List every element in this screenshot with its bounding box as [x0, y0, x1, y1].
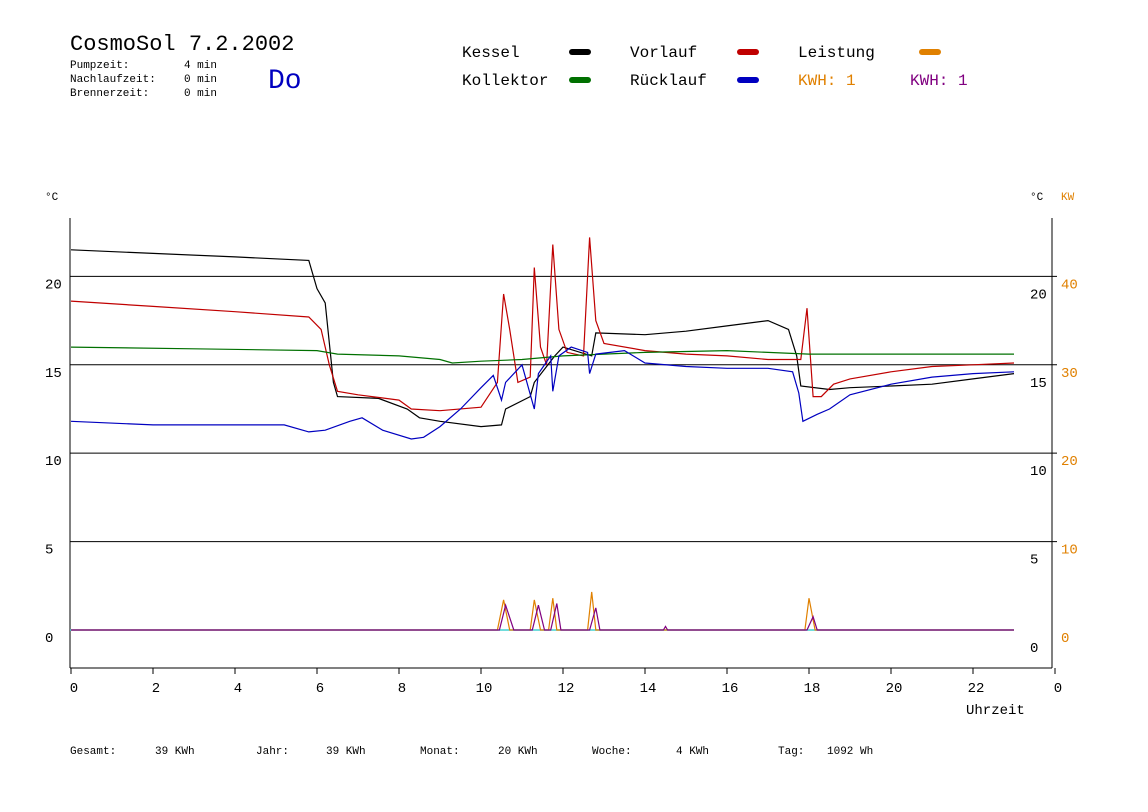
legend-label: Kessel — [462, 44, 520, 62]
series-line — [70, 346, 1014, 364]
series-line — [70, 249, 1015, 428]
footer-value: 1092 Wh — [827, 746, 873, 758]
legend-label: Vorlauf — [630, 44, 697, 62]
stat-value: 0 min — [184, 74, 217, 86]
series-line — [70, 237, 1015, 412]
legend-label: Rücklauf — [630, 72, 707, 90]
y-tick-label: 20 — [45, 277, 62, 293]
y-tick-label-right: 5 — [1030, 553, 1038, 569]
x-tick-label: 0 — [70, 681, 78, 697]
legend-label: Leistung — [798, 44, 875, 62]
y2-tick-label: 30 — [1061, 366, 1078, 382]
y-tick-label-right: 15 — [1030, 376, 1047, 392]
x-tick-label: 18 — [804, 681, 821, 697]
legend-kwh: KWH: 1 — [910, 72, 968, 90]
footer-value: 39 KWh — [326, 746, 366, 758]
footer-label: Gesamt: — [70, 746, 116, 758]
x-tick-label: 12 — [558, 681, 575, 697]
y-tick-label-right: 10 — [1030, 464, 1047, 480]
legend-kwh: KWH: 1 — [798, 72, 856, 90]
series-line — [71, 591, 1014, 631]
x-tick-label: 0 — [1054, 681, 1062, 697]
y-tick-label: 15 — [45, 366, 62, 382]
footer-value: 20 KWh — [498, 746, 538, 758]
x-tick-label: 10 — [476, 681, 493, 697]
x-tick-label: 14 — [640, 681, 657, 697]
x-tick-label: 16 — [722, 681, 739, 697]
stat-label: Nachlaufzeit: — [70, 74, 156, 86]
stat-value: 4 min — [184, 60, 217, 72]
x-tick-label: 6 — [316, 681, 324, 697]
stat-label: Pumpzeit: — [70, 60, 129, 72]
legend-label: Kollektor — [462, 72, 548, 90]
footer-value: 39 KWh — [155, 746, 195, 758]
y2-unit: KW — [1061, 192, 1075, 204]
y-unit: °C — [45, 192, 59, 204]
x-tick-label: 20 — [886, 681, 903, 697]
y2-tick-label: 20 — [1061, 454, 1078, 470]
y2-tick-label: 40 — [1061, 277, 1078, 293]
footer-label: Jahr: — [256, 746, 289, 758]
footer-label: Monat: — [420, 746, 460, 758]
y-tick-label: 5 — [45, 543, 53, 559]
stat-value: 0 min — [184, 88, 217, 100]
title: CosmoSol 7.2.2002 — [70, 32, 294, 57]
x-tick-label: 2 — [152, 681, 160, 697]
series-line — [71, 603, 1014, 631]
series-line — [70, 346, 1015, 440]
y-tick-label: 10 — [45, 454, 62, 470]
x-label: Uhrzeit — [966, 703, 1025, 719]
x-tick-label: 8 — [398, 681, 406, 697]
y-tick-label-right: 20 — [1030, 287, 1047, 303]
y2-tick-label: 10 — [1061, 543, 1078, 559]
footer-label: Woche: — [592, 746, 632, 758]
footer-value: 4 KWh — [676, 746, 709, 758]
footer-label: Tag: — [778, 746, 804, 758]
stat-label: Brennerzeit: — [70, 88, 149, 100]
day: Do — [268, 66, 302, 97]
y-unit-right: °C — [1030, 192, 1044, 204]
y-tick-label: 0 — [45, 631, 53, 647]
x-tick-label: 4 — [234, 681, 242, 697]
x-tick-label: 22 — [968, 681, 985, 697]
y-tick-label-right: 0 — [1030, 641, 1038, 657]
y2-tick-label: 0 — [1061, 631, 1069, 647]
